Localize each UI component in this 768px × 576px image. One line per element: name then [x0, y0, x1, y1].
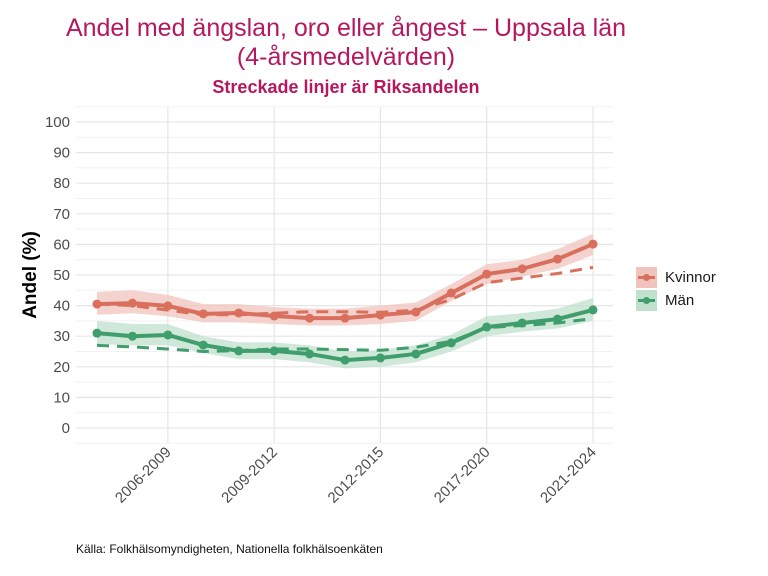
legend-item-man: Män — [636, 289, 716, 312]
x-tick-label: 2012-2015 — [325, 444, 388, 507]
data-point-kvinnor — [375, 310, 385, 320]
legend-label-kvinnor: Kvinnor — [665, 269, 716, 286]
data-point-man — [234, 346, 244, 356]
legend-key-kvinnor — [636, 267, 657, 288]
data-point-man — [517, 318, 527, 328]
legend-label-man: Män — [665, 292, 695, 309]
data-point-man — [340, 355, 350, 365]
data-point-man — [375, 353, 385, 363]
national-lines — [96, 265, 594, 354]
series-points — [92, 239, 598, 365]
data-point-kvinnor — [198, 309, 208, 319]
y-axis-ticks: 0 10 20 30 40 50 60 70 80 90 100 — [45, 114, 70, 437]
y-tick-label: 50 — [53, 267, 70, 284]
y-tick-label: 20 — [53, 359, 70, 376]
data-point-kvinnor — [163, 301, 173, 311]
data-point-man — [198, 340, 208, 350]
chart-title-line1: Andel med ängslan, oro eller ångest – Up… — [65, 14, 627, 42]
y-tick-label: 90 — [53, 145, 70, 162]
y-tick-label: 30 — [53, 328, 70, 345]
national-line-kvinnor — [96, 265, 594, 317]
data-point-kvinnor — [340, 313, 350, 323]
y-tick-label: 40 — [53, 298, 70, 315]
x-tick-label: 2021-2024 — [537, 444, 600, 507]
data-point-man — [553, 314, 563, 324]
chart-title: Andel med ängslan, oro eller ångest – Up… — [0, 14, 692, 72]
y-tick-label: 60 — [53, 236, 70, 253]
data-point-man — [411, 349, 421, 359]
y-tick-label: 0 — [62, 420, 70, 437]
data-point-kvinnor — [482, 269, 492, 279]
data-point-kvinnor — [269, 311, 279, 321]
data-point-man — [588, 305, 598, 315]
data-point-man — [127, 331, 137, 341]
data-point-kvinnor — [588, 239, 598, 249]
data-point-kvinnor — [92, 299, 102, 309]
data-point-man — [482, 322, 492, 332]
x-tick-label: 2017-2020 — [431, 444, 494, 507]
data-point-man — [305, 349, 315, 359]
data-point-man — [269, 346, 279, 356]
legend: Kvinnor Män — [636, 266, 716, 312]
data-point-kvinnor — [127, 298, 137, 308]
data-point-kvinnor — [305, 313, 315, 323]
confidence-band-kvinnor — [97, 233, 593, 326]
confidence-bands — [97, 233, 593, 369]
chart-subtitle: Streckade linjer är Riksandelen — [212, 77, 480, 97]
national-line-man — [96, 316, 594, 354]
data-point-kvinnor — [411, 307, 421, 317]
chart-title-line2: (4-årsmedelvärden) — [236, 43, 456, 71]
source-caption: Källa: Folkhälsomyndigheten, Nationella … — [76, 542, 383, 556]
data-point-kvinnor — [446, 288, 456, 298]
x-tick-label: 2006-2009 — [112, 444, 175, 507]
y-tick-label: 10 — [53, 389, 70, 406]
legend-item-kvinnor: Kvinnor — [636, 266, 716, 289]
y-axis-title: Andel (%) — [20, 231, 41, 319]
x-tick-label: 2009-2012 — [218, 444, 281, 507]
y-tick-label: 100 — [45, 114, 70, 131]
data-point-kvinnor — [234, 308, 244, 318]
y-tick-label: 70 — [53, 206, 70, 223]
grid — [76, 106, 613, 444]
y-tick-label: 80 — [53, 175, 70, 192]
data-point-man — [446, 338, 456, 348]
x-axis-ticks: 2006-2009 2009-2012 2012-2015 2017-2020 2021… — [112, 444, 600, 507]
legend-key-man — [636, 290, 657, 311]
data-point-kvinnor — [517, 264, 527, 274]
data-point-man — [163, 330, 173, 340]
data-point-kvinnor — [553, 254, 563, 264]
data-point-man — [92, 328, 102, 338]
